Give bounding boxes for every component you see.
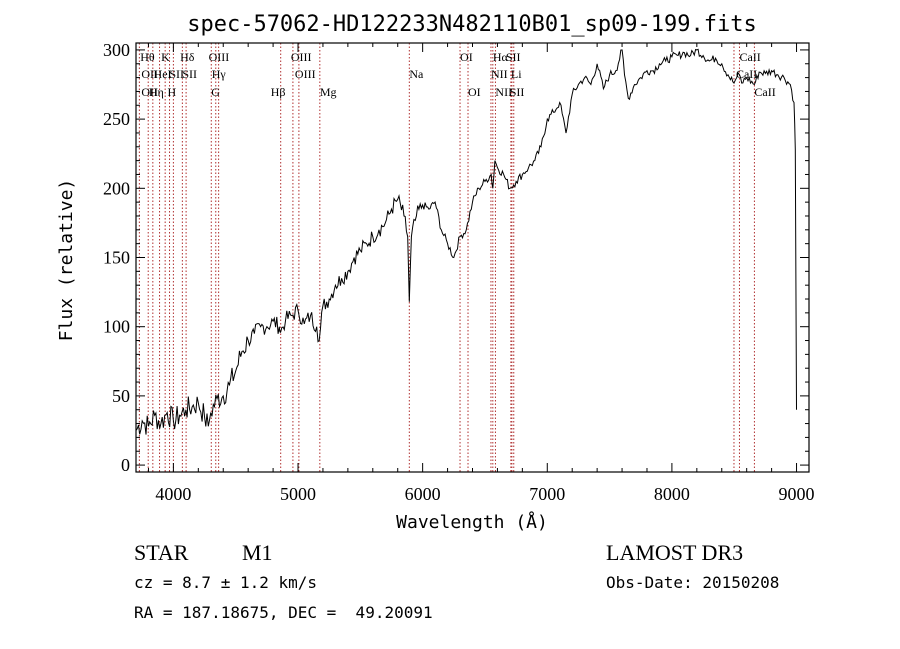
line-label: OII [141, 67, 158, 81]
y-tick-label: 200 [103, 178, 130, 198]
spectrum-chart: spec-57062-HD122233N482110B01_sp09-199.f… [56, 12, 815, 533]
line-label: NII [495, 85, 512, 99]
line-label: Mg [320, 85, 337, 99]
line-label: OII [141, 85, 158, 99]
object-subclass: M1 [242, 540, 273, 565]
emission-line-markers [138, 43, 755, 472]
line-label: Hδ [180, 50, 195, 64]
line-label: NII [491, 67, 508, 81]
y-tick-label: 250 [103, 109, 130, 129]
y-tick-label: 150 [103, 248, 130, 268]
redshift-cz: cz = 8.7 ± 1.2 km/s [134, 573, 318, 592]
plot-frame [135, 42, 810, 473]
x-tick-label: 6000 [405, 484, 441, 504]
line-label: Hβ [271, 85, 286, 99]
line-label: G [211, 85, 220, 99]
y-axis-label: Flux (relative) [56, 179, 77, 342]
line-label: Hθ [140, 50, 155, 64]
x-axis-label: Wavelength (Å) [396, 511, 548, 533]
object-class: STAR [134, 540, 189, 565]
line-label: Na [409, 67, 424, 81]
line-label: OI [468, 85, 481, 99]
y-tick-label: 0 [121, 455, 130, 475]
y-tick-label: 50 [112, 386, 130, 406]
line-label: HeI [154, 67, 172, 81]
line-label: SII [182, 67, 197, 81]
y-tick-label: 300 [103, 40, 130, 60]
line-label: K [161, 50, 170, 64]
line-label: Li [511, 67, 522, 81]
y-tick-label: 100 [103, 317, 130, 337]
line-label: CaII [739, 50, 760, 64]
x-tick-label: 7000 [529, 484, 565, 504]
x-tick-label: 5000 [280, 484, 316, 504]
line-label: SII [506, 50, 521, 64]
survey-name: LAMOST DR3 [606, 540, 744, 565]
line-label: OIII [209, 50, 230, 64]
chart-title: spec-57062-HD122233N482110B01_sp09-199.f… [187, 12, 757, 37]
line-label: OIII [295, 67, 316, 81]
line-label: SII [169, 67, 184, 81]
line-label: CaII [754, 85, 775, 99]
line-label: Hγ [212, 67, 227, 81]
x-tick-label: 8000 [654, 484, 690, 504]
line-label: CaII [736, 67, 757, 81]
x-tick-label: 4000 [155, 484, 191, 504]
y-axis: 0 50 100 150 200 250 300 [103, 40, 809, 475]
spectrum-series-line [135, 48, 797, 435]
line-label: OIII [291, 50, 312, 64]
coordinates: RA = 187.18675, DEC = 49.20091 [134, 603, 433, 622]
line-label: OI [460, 50, 473, 64]
line-label: Hη [149, 85, 164, 99]
x-axis: 4000 5000 6000 7000 8000 9000 [147, 43, 815, 504]
line-label: Hα [493, 50, 509, 64]
observation-date: Obs-Date: 20150208 [606, 573, 780, 592]
line-label: SII [510, 85, 525, 99]
line-label: H [168, 85, 177, 99]
x-tick-label: 9000 [779, 484, 815, 504]
